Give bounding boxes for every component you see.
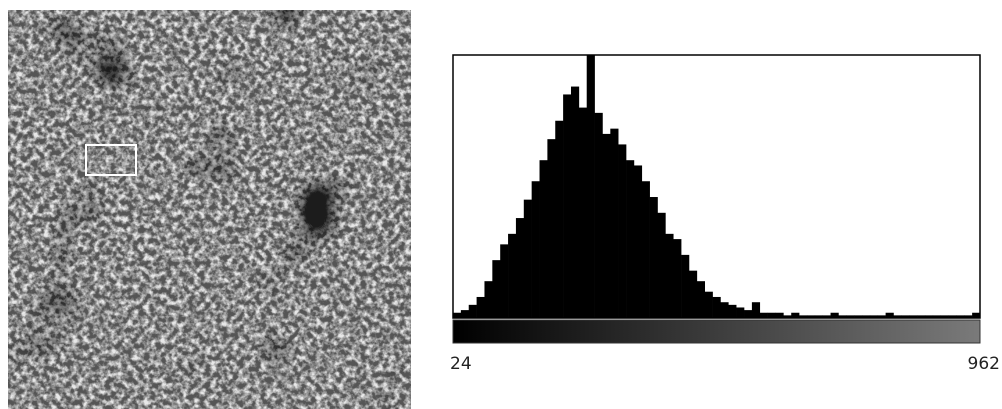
bar — [972, 312, 981, 318]
bar — [515, 218, 525, 318]
bar — [500, 244, 509, 318]
bar — [736, 307, 745, 318]
bar — [570, 86, 580, 318]
bar — [759, 312, 768, 318]
bar — [453, 312, 462, 318]
bar — [744, 310, 753, 318]
bar — [665, 233, 674, 318]
bar — [917, 315, 926, 318]
x-tick-label: 962 — [968, 354, 1000, 374]
bar — [704, 291, 713, 318]
bar — [838, 315, 847, 318]
bar — [618, 144, 627, 318]
bar — [940, 315, 949, 318]
histogram-plot — [452, 54, 981, 319]
bar — [531, 181, 540, 318]
bar — [578, 107, 588, 318]
bar — [539, 160, 548, 318]
image-texture — [8, 10, 411, 409]
bar — [767, 312, 776, 318]
bar — [956, 315, 965, 318]
bar — [641, 181, 650, 318]
lut-bar — [452, 319, 981, 344]
bar — [799, 315, 808, 318]
bar — [610, 128, 619, 318]
bar — [909, 315, 918, 318]
bar — [673, 239, 682, 318]
bar — [555, 120, 564, 318]
bar — [877, 315, 886, 318]
bar — [775, 312, 784, 318]
bar — [563, 94, 572, 318]
bar — [657, 212, 666, 318]
bar — [594, 112, 603, 318]
bar — [901, 315, 910, 318]
bar — [688, 270, 698, 318]
bar — [712, 296, 721, 318]
bar — [476, 296, 485, 318]
x-tick-label: 24 — [450, 354, 472, 374]
bar — [696, 281, 706, 318]
bar — [602, 133, 611, 318]
bar — [924, 315, 934, 318]
bar — [649, 197, 658, 318]
bar — [508, 233, 517, 318]
bar — [492, 260, 501, 318]
bar — [854, 315, 863, 318]
bar — [932, 315, 941, 318]
bar — [814, 315, 823, 318]
bar — [633, 165, 643, 318]
roi-rectangle[interactable] — [85, 144, 137, 176]
bar — [626, 160, 635, 318]
bar — [681, 254, 690, 318]
bar — [846, 315, 855, 318]
bar — [460, 310, 470, 318]
bar — [869, 315, 879, 318]
bar — [586, 55, 595, 318]
bar — [885, 312, 894, 318]
bar — [830, 312, 839, 318]
bar — [964, 315, 973, 318]
bar — [728, 304, 737, 318]
bar — [806, 315, 816, 318]
bar — [862, 315, 871, 318]
bar — [948, 315, 957, 318]
bar — [783, 315, 792, 318]
bar — [484, 281, 493, 318]
bar — [523, 199, 532, 318]
bar — [547, 139, 556, 318]
bar — [720, 302, 729, 318]
bar — [791, 312, 800, 318]
bar — [893, 315, 902, 318]
bar — [822, 315, 831, 318]
bar — [751, 302, 761, 318]
bar — [468, 304, 477, 318]
